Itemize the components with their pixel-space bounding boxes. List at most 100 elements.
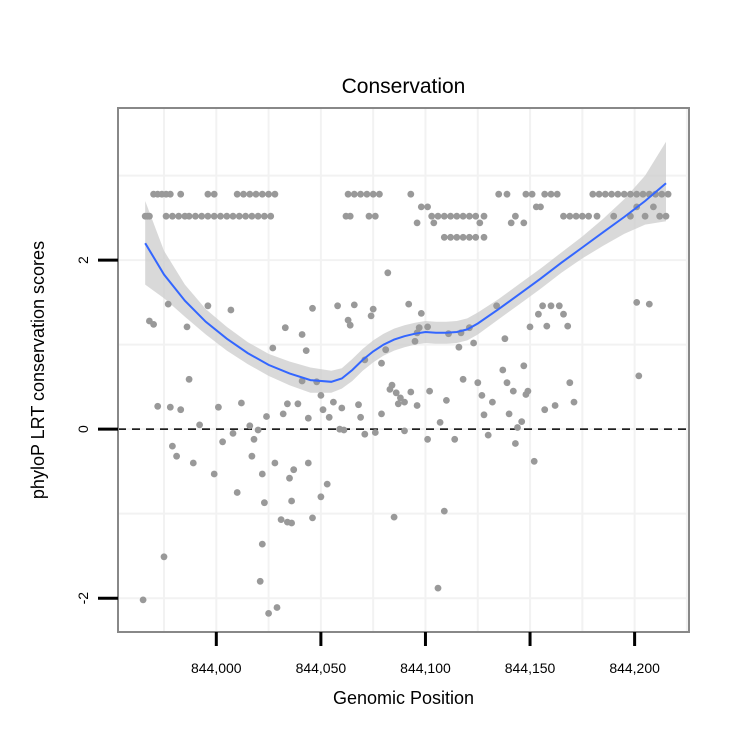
data-point [522,190,530,198]
data-point [520,219,528,227]
data-point [633,190,641,198]
data-point [507,219,515,227]
data-point [363,190,371,198]
data-point [265,610,272,617]
data-point [344,316,352,324]
data-point [309,514,316,522]
data-point [520,362,528,370]
data-point [407,388,415,396]
data-point [173,452,181,460]
data-point [512,440,519,447]
data-point [286,474,293,482]
data-point [252,190,260,198]
data-point [382,346,390,354]
data-point [528,190,536,198]
data-point [478,392,486,399]
data-point [177,190,185,198]
data-point [415,324,423,332]
data-point [338,404,346,412]
data-point [164,300,172,308]
data-point [323,480,331,488]
data-point [401,398,408,406]
data-point [560,212,567,220]
data-point [271,190,279,198]
data-point [466,233,473,241]
data-point [261,499,268,507]
data-point [489,398,496,406]
data-point [365,212,373,220]
data-point [263,413,270,420]
y-tick-label: -2 [75,592,91,605]
data-point [560,310,567,318]
data-point [407,190,415,198]
data-point [238,399,245,407]
data-point [284,400,291,408]
data-point [428,212,436,220]
data-point [593,212,601,220]
data-point [401,427,408,435]
data-point [505,410,513,418]
data-point [578,212,586,220]
data-point [585,212,592,220]
data-point [288,519,295,527]
data-point [566,212,574,220]
x-tick-label: 844,100 [400,660,451,676]
data-point [273,604,281,611]
data-point [350,190,358,198]
data-point [566,379,574,387]
data-point [229,212,237,220]
data-point [277,516,285,523]
data-point [350,301,358,309]
data-point [166,190,174,198]
data-point [447,233,454,241]
confidence-ribbon [145,141,666,393]
data-point [459,233,467,241]
data-point [271,459,279,467]
data-point [254,212,262,220]
data-point [290,466,298,474]
data-point [447,212,454,220]
data-point [417,310,425,317]
data-point [361,430,369,438]
data-point [371,429,379,436]
data-point [397,394,404,402]
data-point [436,419,444,426]
data-point [524,387,532,395]
data-point [641,212,649,220]
data-point [472,233,480,241]
data-point [553,190,561,198]
data-point [227,306,235,314]
data-point [413,402,421,409]
data-point [480,212,488,220]
data-point [541,190,549,198]
data-point [162,212,170,220]
data-point [258,540,266,548]
data-point [455,343,463,351]
data-point [480,233,488,241]
data-point [169,442,176,450]
data-point [346,321,354,329]
data-point [572,212,580,220]
data-point [334,302,341,310]
data-point [434,584,442,592]
data-point [210,212,218,220]
data-point [664,190,672,198]
data-point [388,381,396,389]
data-point [304,459,312,467]
data-point [378,410,385,418]
data-point [240,190,247,198]
data-point [610,212,618,220]
data-point [434,212,442,220]
data-point [330,398,337,406]
x-tick-label: 844,050 [296,660,347,676]
data-point [304,414,312,422]
data-point [662,212,670,220]
data-point [503,379,511,387]
data-point [526,323,534,331]
data-point [340,426,348,434]
y-tick-label: 2 [75,256,91,264]
data-point [595,190,603,198]
data-point [658,190,666,198]
data-points [139,190,672,617]
